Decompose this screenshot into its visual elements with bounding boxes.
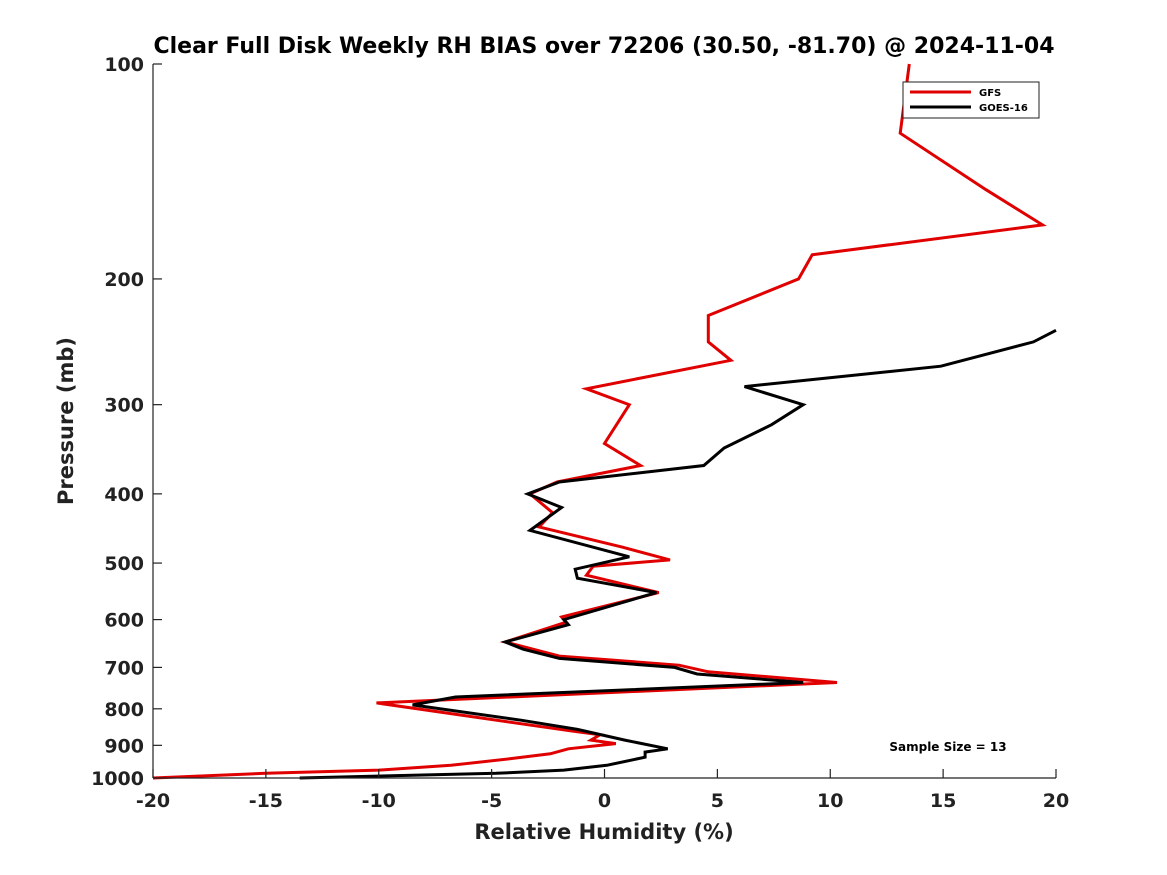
y-axis-label: Pressure (mb) — [54, 337, 78, 505]
y-tick-label: 100 — [104, 54, 144, 76]
y-tick-label: 700 — [104, 657, 144, 679]
y-tick-label: 300 — [104, 395, 144, 417]
y-tick-label: 200 — [104, 269, 144, 291]
x-tick-label: -20 — [136, 790, 170, 812]
legend-box — [902, 81, 1040, 119]
x-tick-label: 15 — [930, 790, 956, 812]
x-tick-label: -5 — [481, 790, 502, 812]
series-layer — [152, 63, 1057, 780]
y-tick-label: 800 — [104, 699, 144, 721]
legend: GFS GOES-16 — [902, 81, 1040, 119]
y-tick-label: 900 — [104, 735, 144, 757]
legend-label-gfs: GFS — [979, 88, 1001, 99]
x-tick-label: 10 — [817, 790, 843, 812]
y-tick-label: 1000 — [91, 768, 144, 790]
y-tick-label: 500 — [104, 553, 144, 575]
series-line-gfs — [152, 63, 1047, 780]
x-tick-label: -10 — [362, 790, 396, 812]
x-tick-label: 0 — [598, 790, 611, 812]
y-ticks: 100 200 300 400 500 600 700 800 900 1000 — [91, 54, 162, 790]
legend-label-goes16: GOES-16 — [979, 103, 1028, 114]
x-tick-label: 5 — [711, 790, 724, 812]
chart-title: Clear Full Disk Weekly RH BIAS over 7220… — [153, 34, 1054, 59]
plot-area: -20 -15 -10 -5 0 5 10 15 20 100 200 300 400 500 600 70… — [91, 54, 1069, 812]
y-tick-label: 600 — [104, 610, 144, 632]
y-tick-label: 400 — [104, 484, 144, 506]
series-line-goes16 — [299, 328, 1057, 780]
x-axis-label: Relative Humidity (%) — [474, 820, 733, 844]
sample-size-annotation: Sample Size = 13 — [889, 740, 1006, 754]
x-tick-label: 20 — [1043, 790, 1069, 812]
x-ticks: -20 -15 -10 -5 0 5 10 15 20 — [136, 769, 1069, 812]
x-tick-label: -15 — [249, 790, 283, 812]
